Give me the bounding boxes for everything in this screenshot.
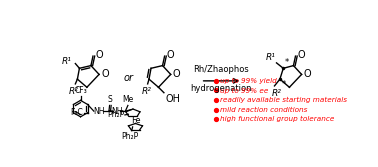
Text: O: O bbox=[101, 69, 109, 79]
Text: Ph₂P: Ph₂P bbox=[121, 132, 138, 141]
Text: R²: R² bbox=[141, 87, 151, 96]
Text: O: O bbox=[167, 50, 174, 60]
Text: or: or bbox=[124, 73, 134, 83]
Text: *: * bbox=[281, 80, 285, 89]
Text: R¹: R¹ bbox=[61, 57, 71, 66]
Text: R²: R² bbox=[68, 87, 78, 96]
Text: mild reaction conditions: mild reaction conditions bbox=[220, 107, 307, 113]
Text: OH: OH bbox=[165, 94, 180, 104]
Text: up to 99% yield: up to 99% yield bbox=[220, 78, 277, 84]
Text: O: O bbox=[95, 50, 103, 60]
Text: NH: NH bbox=[111, 107, 122, 116]
Text: Rh/Zhaophos: Rh/Zhaophos bbox=[194, 65, 249, 74]
Text: NH: NH bbox=[93, 107, 105, 116]
Text: F₃C: F₃C bbox=[70, 108, 82, 117]
Text: R²: R² bbox=[271, 89, 282, 98]
Text: hydrogenation: hydrogenation bbox=[191, 84, 252, 93]
Text: S: S bbox=[108, 95, 113, 104]
Text: Ph₂P: Ph₂P bbox=[107, 110, 124, 119]
FancyArrowPatch shape bbox=[203, 79, 238, 83]
Text: up to 99% ee: up to 99% ee bbox=[220, 88, 268, 94]
Text: O: O bbox=[297, 50, 305, 60]
Text: readily available starting materials: readily available starting materials bbox=[220, 97, 347, 103]
Text: R¹: R¹ bbox=[266, 53, 276, 61]
Text: Fe: Fe bbox=[131, 116, 141, 125]
Text: high functional group tolerance: high functional group tolerance bbox=[220, 116, 334, 122]
Text: O: O bbox=[173, 69, 180, 79]
Text: CF₃: CF₃ bbox=[74, 86, 87, 95]
Text: *: * bbox=[284, 58, 288, 67]
Text: Me: Me bbox=[122, 95, 133, 104]
Text: O: O bbox=[304, 69, 311, 79]
